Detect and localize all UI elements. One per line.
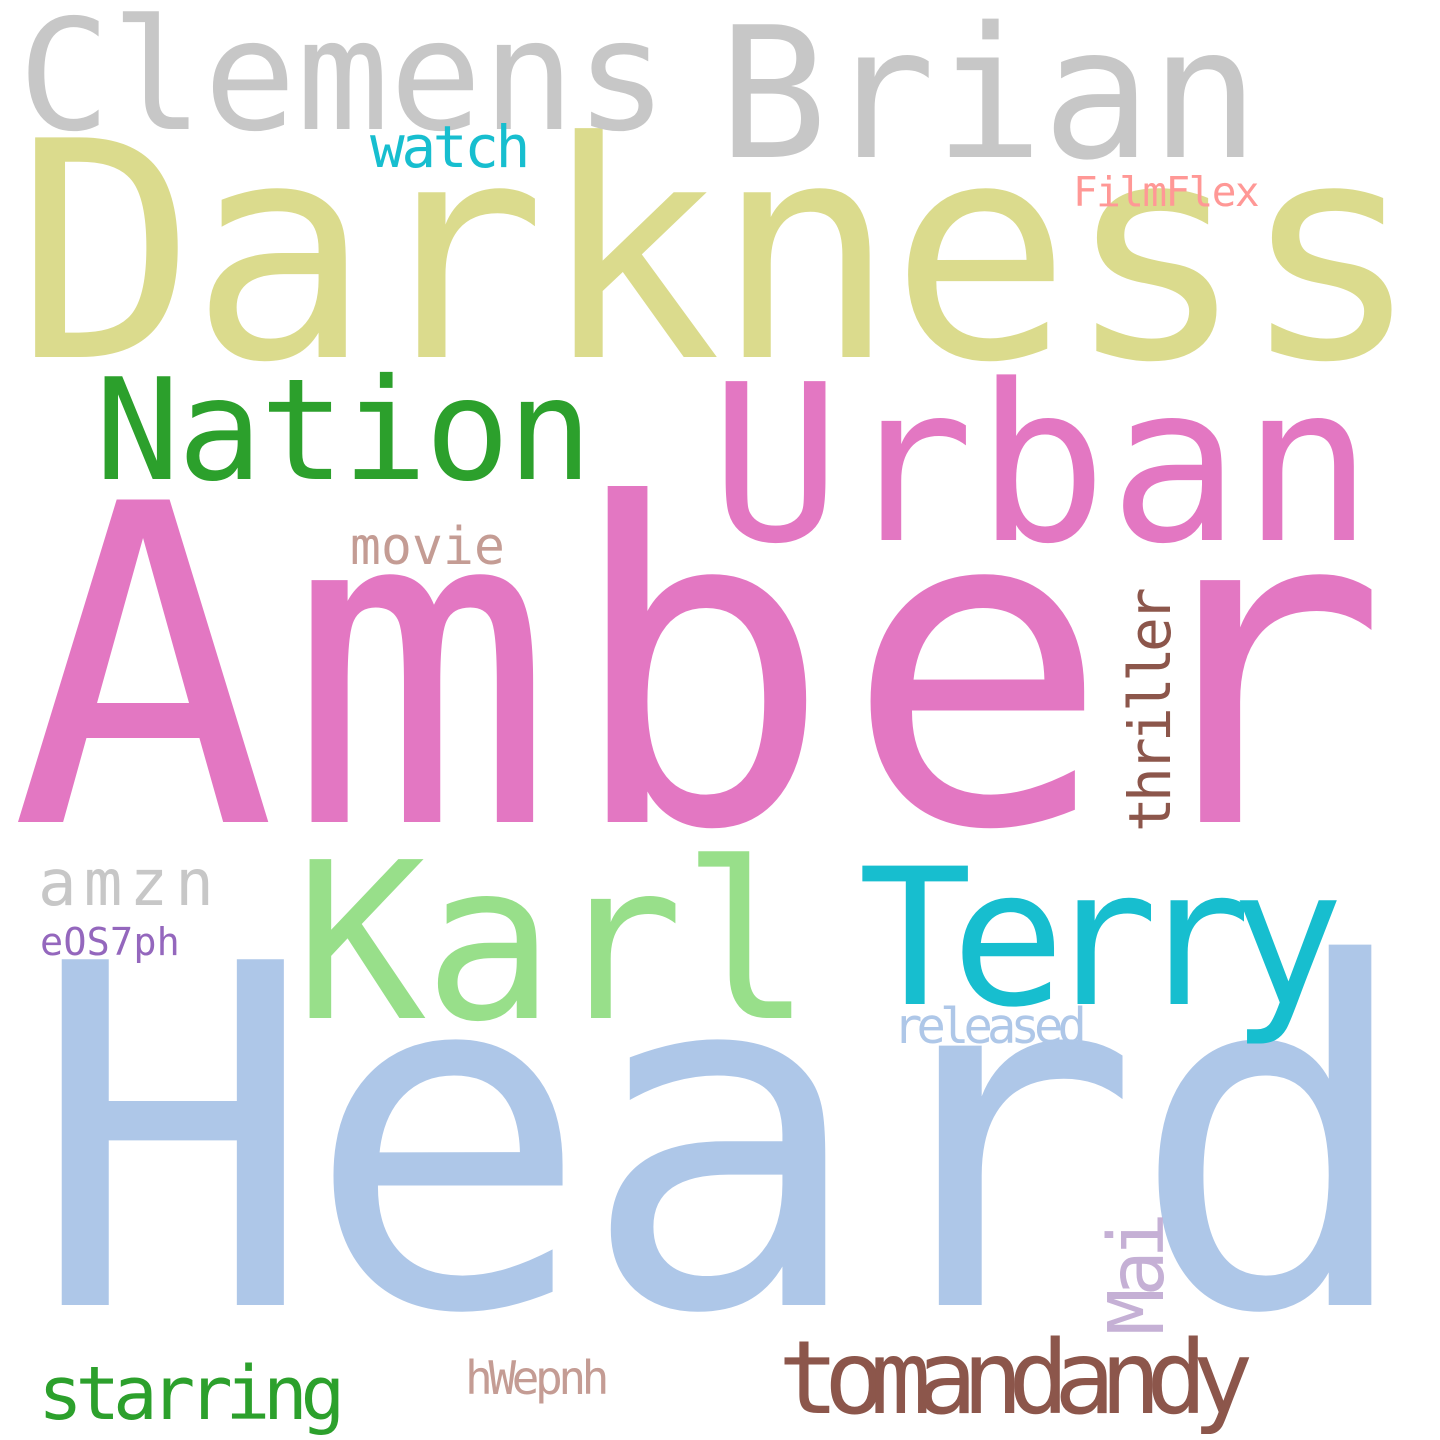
word-starring: starring [38,1349,345,1437]
word-filmflex: FilmFlex [1073,167,1260,216]
word-hwepnh: hWepnh [465,1351,609,1406]
word-mai: Mai [1092,1220,1182,1335]
word-amber: Amber [10,411,1400,927]
word-watch: watch [370,113,530,182]
word-urban: Urban [710,339,1375,593]
word-nation: Nation [95,348,592,513]
word-eos7ph: eOS7ph [40,920,180,966]
word-karl: Karl [295,817,812,1071]
word-brian: Brian [718,0,1260,200]
word-terry: Terry [858,827,1344,1049]
word-released: released [893,998,1087,1055]
word-tomandandy: tomandandy [778,1318,1253,1437]
word-clemens: Clemens [18,0,668,166]
word-movie: movie [350,517,505,578]
word-heard: Heard [30,864,1416,1417]
word-darkness: Darkness [15,77,1421,429]
word-thriller: thriller [1115,592,1184,832]
word-amzn: amzn [38,847,221,922]
